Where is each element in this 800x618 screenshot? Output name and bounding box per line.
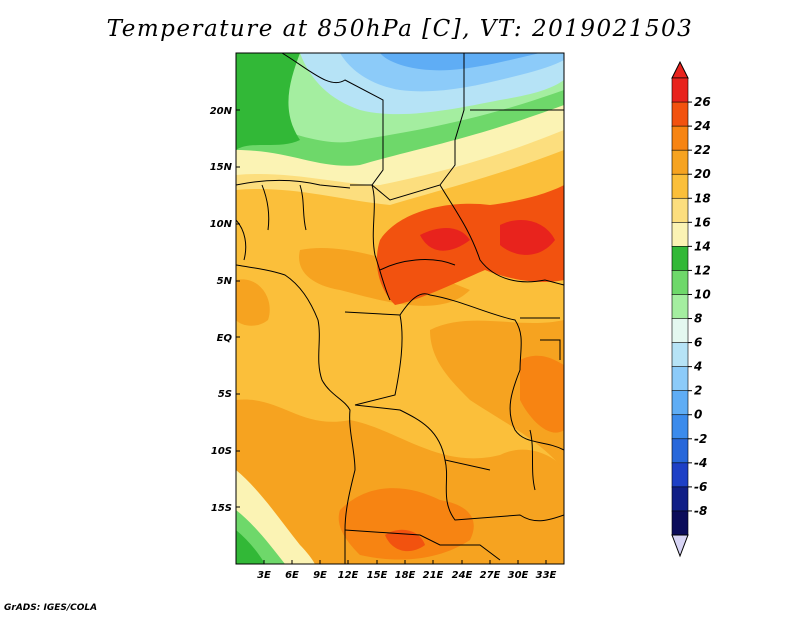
colorbar-swatch [671,390,689,416]
colorbar-tick-label: 2 [694,384,702,398]
colorbar-swatch [671,414,689,440]
country-borders [236,53,564,564]
temp-field-26-north [420,228,470,251]
latitude-axis: 20N 15N 10N 5N EQ 5S 10S 15S [210,106,240,514]
map-title: Temperature at 850hPa [C], VT: 201902150… [106,16,694,42]
colorbar-tick-label: 16 [694,215,711,229]
colorbar-tick-label: 22 [694,143,711,157]
colorbar-tick-label: 24 [694,119,711,133]
colorbar-tick-label: 12 [694,263,711,277]
colorbar-swatch [671,342,689,368]
lat-label: 10N [210,219,233,230]
temp-field-green-west [236,53,300,150]
colorbar-swatch [671,462,689,488]
colorbar-swatch [671,125,689,151]
colorbar-swatch [671,486,689,512]
colorbar-tick-label: -4 [694,456,707,470]
colorbar-swatch [671,318,689,344]
colorbar-tick-label: 26 [694,95,711,109]
colorbar-swatch [671,510,689,536]
lat-label: 15S [211,503,232,514]
lat-label: 15N [210,162,233,173]
colorbar-tick-label: -8 [694,504,707,518]
colorbar-tick-label: -2 [694,432,707,446]
colorbar-swatch [671,77,689,103]
colorbar-swatches [671,77,689,536]
lon-label: 15E [367,570,388,581]
colorbar-tick-label: 20 [694,167,711,181]
colorbar-tick-label: 0 [694,408,702,422]
colorbar-tick-label: 4 [693,360,702,374]
lat-ticks [236,109,240,508]
colorbar-swatch [671,294,689,320]
colorbar-tick-label: 10 [694,287,711,301]
colorbar-swatch [671,246,689,272]
longitude-axis: 3E 6E 9E 12E 15E 18E 21E 24E 27E 30E 33E [257,560,557,581]
temp-field-10-sw [236,530,265,564]
temp-field-24-26-north [376,185,564,305]
colorbar-swatch [671,197,689,223]
temp-field-24-26-south [338,488,474,560]
colorbar-swatch [671,270,689,296]
lon-label: 18E [395,570,416,581]
lon-label: 33E [536,570,557,581]
colorbar-swatch [671,222,689,247]
lon-label: 27E [480,570,501,581]
colorbar-tick-label: -6 [694,480,707,494]
lon-ticks [263,560,547,564]
temp-field-26-east [500,220,555,255]
map-plot-area [236,53,564,564]
map-frame [235,52,565,565]
colorbar-tick-label: 6 [694,336,702,350]
temp-field-22-24-south [236,399,564,564]
lon-label: 21E [423,570,444,581]
temp-field-2-4 [380,53,540,71]
colorbar-swatch [671,438,689,464]
lon-label: 6E [285,570,299,581]
lon-label: 3E [257,570,271,581]
lat-label: 10S [211,446,232,457]
temp-field-22-west [236,279,270,326]
lon-label: 9E [313,570,327,581]
lat-label: EQ [217,333,233,344]
colorbar-tick-label: 18 [694,191,711,205]
colorbar-bottom-arrow [671,534,689,558]
lon-label: 24E [452,570,473,581]
lat-label: 5S [218,389,232,400]
colorbar-swatch [671,101,689,127]
lon-label: 12E [338,570,359,581]
colorbar-tick-label: 8 [694,312,702,326]
colorbar-tick-label: 14 [694,239,711,253]
lon-label: 30E [508,570,529,581]
footer-credit: GrADS: IGES/COLA [4,603,98,613]
temp-field-24-east [520,355,564,433]
lat-label: 5N [217,276,233,287]
colorbar-top-arrow [671,60,689,79]
lat-label: 20N [210,106,233,117]
colorbar-swatch [671,149,689,175]
colorbar-swatch [671,366,689,392]
colorbar-swatch [671,173,689,199]
